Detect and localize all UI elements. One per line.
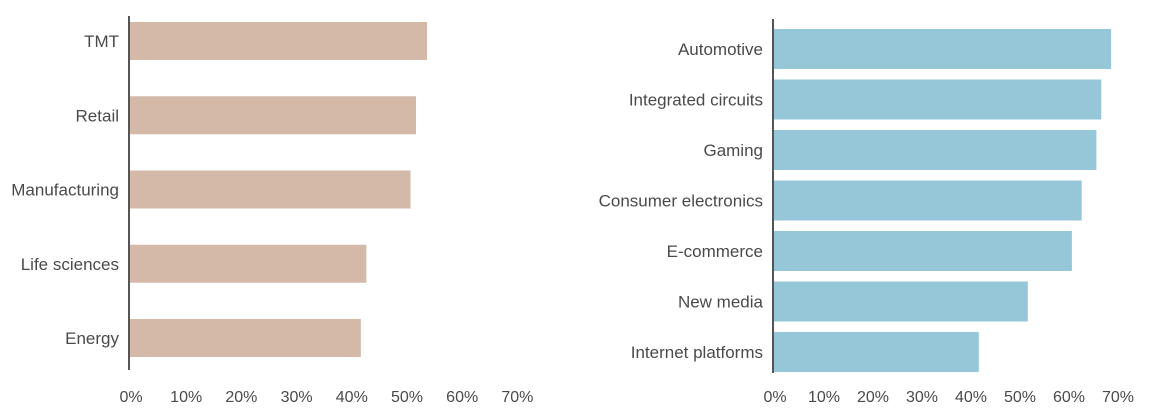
- bar-integrated-circuits: [773, 79, 1102, 120]
- category-label: Automotive: [678, 40, 763, 59]
- x-tick-label: 60%: [1053, 389, 1085, 406]
- x-tick-label: 10%: [808, 389, 840, 406]
- bar-manufacturing: [129, 170, 411, 209]
- bar-tmt: [129, 22, 428, 60]
- x-tick-label: 20%: [225, 389, 257, 406]
- category-label: Life sciences: [21, 255, 119, 274]
- x-tick-label: 70%: [1102, 389, 1134, 406]
- x-tick-label: 30%: [281, 389, 313, 406]
- bar-e-commerce: [773, 231, 1072, 271]
- category-label: Internet platforms: [631, 343, 763, 362]
- category-label: Gaming: [703, 141, 763, 160]
- category-label: E-commerce: [667, 242, 763, 261]
- x-tick-label: 40%: [955, 389, 987, 406]
- x-tick-label: 0%: [763, 389, 786, 406]
- x-tick-label: 50%: [1004, 389, 1036, 406]
- category-label: TMT: [84, 32, 119, 51]
- bar-retail: [129, 96, 417, 135]
- chart-subsectors: Automotive Integrated circuits Gaming Consu…: [599, 19, 1134, 406]
- x-tick-label: 10%: [170, 389, 202, 406]
- bar-consumer-electronics: [773, 180, 1082, 221]
- category-label: Integrated circuits: [629, 91, 763, 110]
- category-label: Retail: [76, 106, 119, 125]
- bar-automotive: [773, 29, 1112, 69]
- bar-internet-platforms: [773, 332, 979, 372]
- category-label: Consumer electronics: [599, 192, 763, 211]
- x-tick-label: 50%: [391, 389, 423, 406]
- x-tick-label: 40%: [336, 389, 368, 406]
- x-tick-label: 0%: [119, 389, 142, 406]
- category-label: New media: [678, 293, 764, 312]
- bar-energy: [129, 319, 361, 357]
- category-label: Energy: [65, 329, 119, 348]
- x-tick-label: 20%: [857, 389, 889, 406]
- x-tick-label: 60%: [446, 389, 478, 406]
- x-tick-label: 70%: [501, 389, 533, 406]
- bar-new-media: [773, 281, 1028, 322]
- category-label: Manufacturing: [11, 181, 119, 200]
- bar-gaming: [773, 130, 1097, 170]
- chart-industries: TMT Retail Manufacturing Life sciences Energ…: [11, 16, 533, 406]
- x-tick-label: 30%: [906, 389, 938, 406]
- bar-life-sciences: [129, 244, 367, 283]
